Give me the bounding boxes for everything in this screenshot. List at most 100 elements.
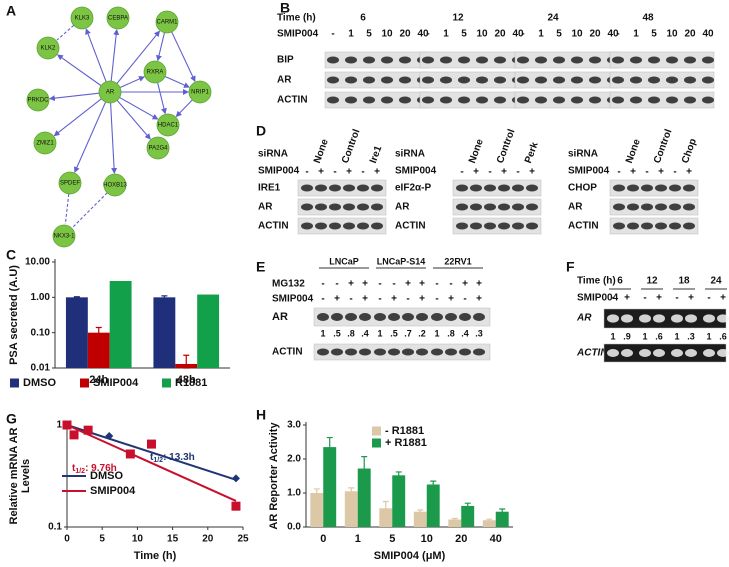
band — [458, 56, 470, 64]
sign: + — [688, 293, 694, 304]
blot — [419, 91, 525, 109]
blot — [609, 51, 715, 69]
error-bar — [395, 471, 402, 480]
panel-label: G — [6, 411, 17, 427]
band — [526, 203, 538, 211]
band — [345, 96, 357, 104]
marker — [231, 501, 241, 511]
band — [684, 76, 696, 84]
row-label: AR — [395, 202, 410, 213]
band — [440, 96, 452, 104]
sign: - — [333, 167, 336, 178]
panel-label: B — [280, 0, 290, 16]
sign: - — [349, 294, 352, 305]
legend-label: DMSO — [90, 470, 123, 482]
band — [671, 349, 683, 357]
band — [315, 203, 327, 211]
band — [612, 96, 624, 104]
quant: .3 — [687, 331, 695, 341]
time: 12 — [646, 276, 658, 287]
legend-swatch — [162, 378, 171, 388]
fit-line — [66, 424, 237, 481]
band — [648, 76, 660, 84]
quant: .4 — [461, 328, 469, 338]
band — [571, 96, 583, 104]
band — [535, 96, 547, 104]
band — [363, 56, 375, 64]
band — [639, 349, 651, 357]
treatment-label: SMIP004 — [272, 294, 314, 305]
node — [36, 36, 60, 60]
band — [653, 349, 665, 357]
band — [476, 76, 488, 84]
band — [381, 96, 393, 104]
error-bar — [430, 480, 437, 489]
row-label: AR — [277, 75, 292, 86]
x-tick-label: 0 — [64, 534, 70, 545]
edge — [171, 31, 196, 83]
band — [589, 76, 601, 84]
band — [422, 76, 434, 84]
dose: 1 — [348, 29, 354, 40]
dose: 40 — [607, 29, 619, 40]
sign: + — [624, 293, 630, 304]
legend-swatch — [372, 426, 381, 436]
time-label: Time (h) — [277, 13, 316, 24]
node-label: KLK3 — [75, 16, 90, 22]
band — [343, 184, 355, 192]
node-label: SPDEF — [60, 181, 80, 187]
bar — [344, 491, 358, 527]
band — [402, 313, 414, 321]
band — [343, 222, 355, 230]
band — [381, 76, 393, 84]
band — [612, 76, 624, 84]
blot — [514, 71, 620, 89]
bar — [153, 297, 176, 368]
dashed-edge — [64, 193, 70, 225]
quant: 1 — [610, 331, 615, 341]
dose: 5 — [366, 29, 372, 40]
band — [669, 184, 681, 192]
dose: 20 — [684, 29, 696, 40]
time-label: Time (h) — [577, 276, 616, 287]
band — [702, 76, 714, 84]
sign: + — [476, 279, 482, 290]
x-tick-label: 1 — [355, 533, 361, 545]
band — [535, 76, 547, 84]
node — [98, 80, 122, 104]
panel-label: H — [256, 407, 266, 423]
legend-label: + R1881 — [385, 437, 427, 449]
quant: .6 — [655, 331, 663, 341]
sign: - — [488, 167, 491, 178]
dose: 40 — [417, 29, 429, 40]
band — [422, 56, 434, 64]
panel-label: A — [6, 3, 16, 19]
row-label: ACTIN — [576, 348, 608, 359]
treatment-label: SMIP004 — [277, 29, 319, 40]
band — [630, 56, 642, 64]
band — [399, 96, 411, 104]
band — [641, 203, 653, 211]
sirna-label: siRNA — [395, 149, 425, 160]
band — [641, 184, 653, 192]
sign: - — [335, 279, 338, 290]
band — [683, 222, 695, 230]
y-tick-label: 10.00 — [25, 257, 50, 268]
band — [621, 349, 633, 357]
band — [399, 76, 411, 84]
bar — [482, 520, 496, 527]
band — [613, 203, 625, 211]
band — [317, 348, 329, 356]
band — [669, 222, 681, 230]
band — [345, 76, 357, 84]
sign: - — [406, 294, 409, 305]
edge — [110, 102, 118, 175]
edge — [74, 101, 107, 173]
band — [440, 56, 452, 64]
row-label: ACTIN — [568, 221, 599, 232]
sign: - — [305, 167, 308, 178]
quant: .8 — [347, 328, 355, 338]
x-axis-label: Time (h) — [134, 550, 177, 562]
sign: + — [346, 167, 352, 178]
x-tick-label: 5 — [389, 533, 395, 545]
